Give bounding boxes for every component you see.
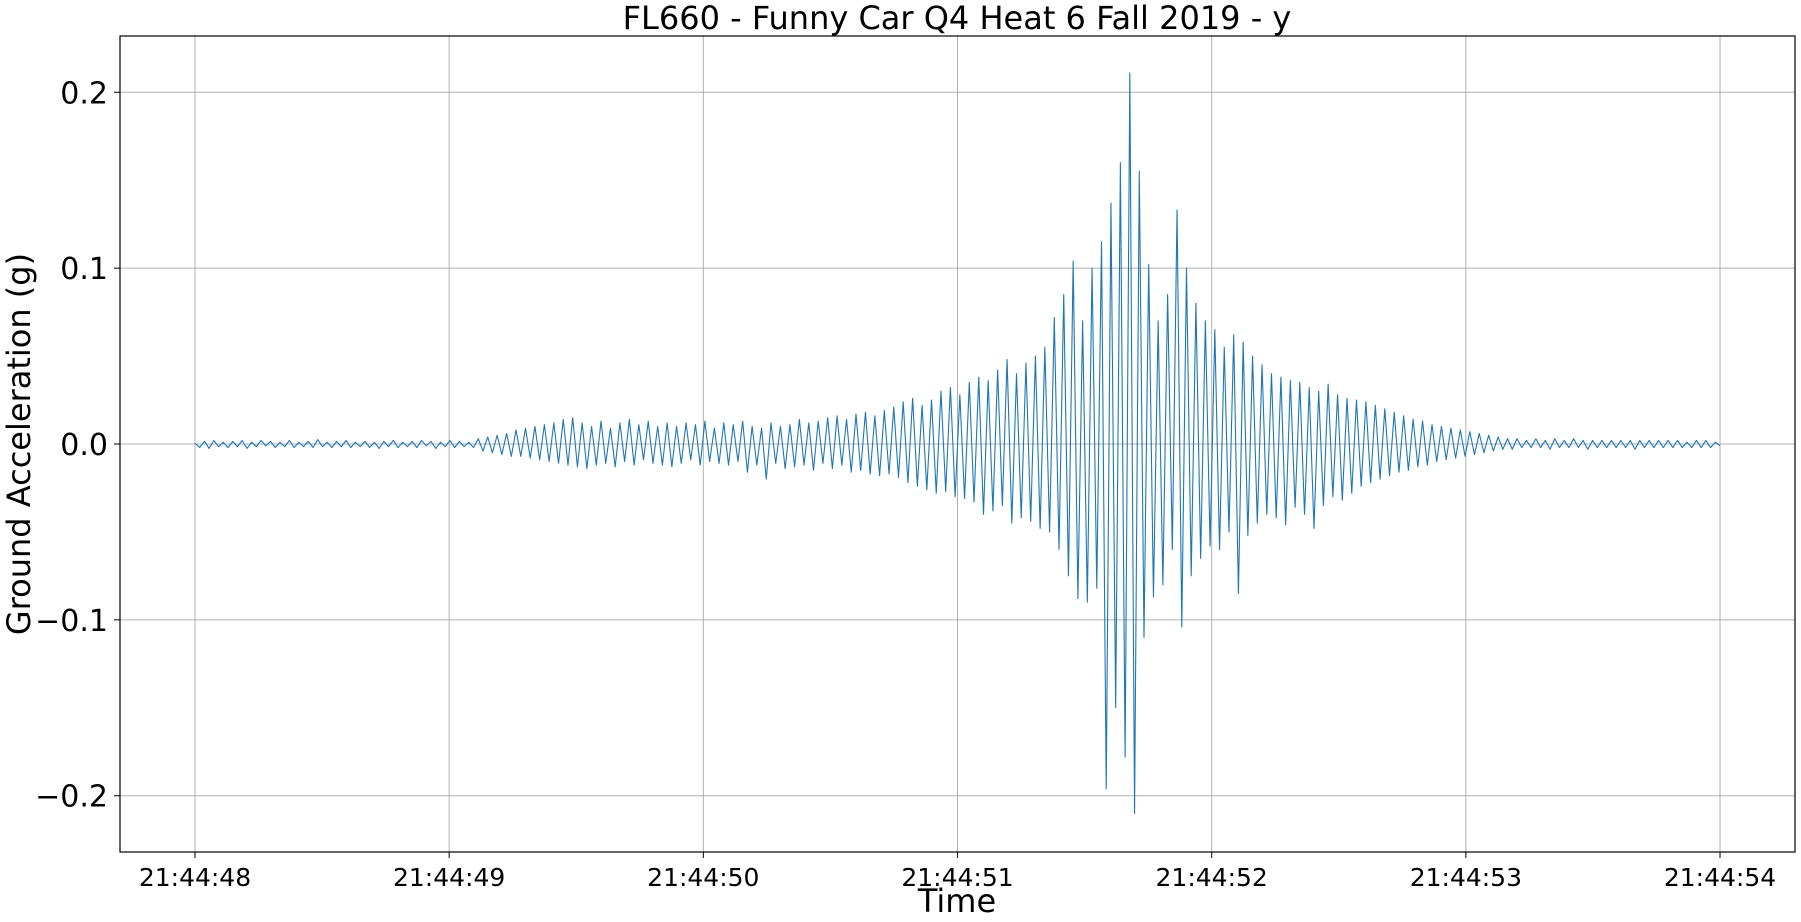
x-axis-label: Time [917,882,996,920]
y-tick-label: −0.1 [35,604,108,639]
x-tick-label: 21:44:49 [393,863,505,892]
x-tick-label: 21:44:53 [1410,863,1522,892]
series-layer [194,72,1721,814]
grid [120,36,1795,852]
y-tick-label: 0.2 [60,76,108,111]
x-tick-label: 21:44:52 [1156,863,1268,892]
y-tick-label: 0.0 [60,428,108,463]
x-tick-label: 21:44:48 [139,863,251,892]
x-tick-label: 21:44:51 [901,863,1013,892]
series-line-0 [194,72,1721,814]
y-tick-label: 0.1 [60,252,108,287]
y-axis-label: Ground Acceleration (g) [0,253,38,635]
y-tick-label: −0.2 [35,780,108,815]
chart-title: FL660 - Funny Car Q4 Heat 6 Fall 2019 - … [623,0,1292,37]
x-tick-label: 21:44:50 [647,863,759,892]
ticks: 21:44:48 21:44:49 21:44:50 21:44:51 21:44:52… [35,76,1776,892]
x-tick-label: 21:44:54 [1664,863,1776,892]
